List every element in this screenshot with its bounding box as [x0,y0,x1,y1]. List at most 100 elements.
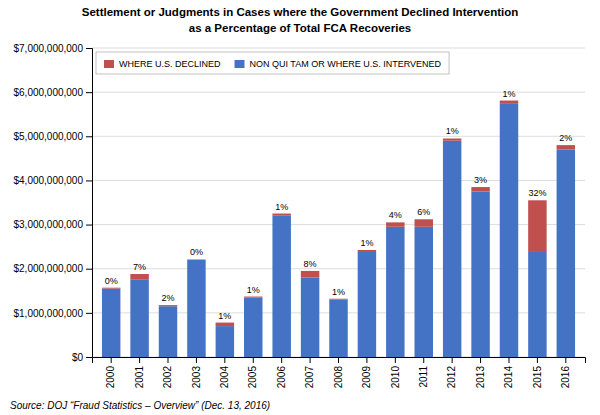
bar [272,214,290,216]
bar [216,326,234,357]
annotation: 1% [247,285,260,295]
bar [216,323,234,327]
bar [159,305,177,306]
bar [187,259,205,260]
tick-mark [139,357,140,363]
y-axis: $0$1,000,000,000$2,000,000,000$3,000,000… [13,43,92,363]
annotation: 6% [417,207,430,217]
tick-label: 2016 [560,366,571,389]
tick-label: $4,000,000,000 [13,175,83,186]
tick-label: $1,000,000,000 [13,308,83,319]
tick-mark [86,269,92,270]
bar [386,227,404,357]
tick: 2000 [105,357,116,388]
tick-mark [86,225,92,226]
tick-label: 2004 [219,366,230,389]
tick-label: 2013 [475,366,486,389]
bar [528,200,546,251]
tick: 2012 [446,357,457,388]
tick-mark [86,92,92,93]
tick-mark [452,357,453,363]
tick-label: 2009 [361,366,372,389]
bar [130,280,148,357]
bar [329,300,347,357]
annotation: 8% [304,259,317,269]
tick-mark [253,357,254,363]
tick-label: 2010 [390,366,401,389]
legend-label: WHERE U.S. DECLINED [119,59,221,69]
tick-label: $5,000,000,000 [13,131,83,142]
annotation: 2% [559,133,572,143]
bar [130,274,148,280]
tick: 2006 [276,357,287,388]
tick: 2002 [162,357,173,388]
bar [358,250,376,251]
legend-swatch [104,60,114,68]
tick-mark [86,357,92,358]
tick-mark [338,357,339,363]
tick-mark [168,357,169,363]
bar [102,287,120,289]
axis-line [86,49,93,358]
tick-mark [310,357,311,363]
tick-mark [86,48,92,49]
legend-box [96,52,449,74]
tick-label: $2,000,000,000 [13,263,83,274]
subtitle: as a Percentage of Total FCA Recoveries [189,22,411,34]
tick: 2011 [418,357,429,388]
tick-mark [86,313,92,314]
bar [500,103,518,357]
bar [244,297,262,357]
tick-mark [366,357,367,363]
bar [187,260,205,357]
bar [329,298,347,300]
bar [102,289,120,357]
bar [415,219,433,227]
annotation: 4% [389,210,402,220]
annotation: 3% [474,175,487,185]
annotation: 32% [528,188,546,198]
legend-swatch [235,60,245,68]
annotation: 1% [360,238,373,248]
tick-label: 2003 [191,366,202,389]
tick: $4,000,000,000 [13,175,92,186]
grid-line [92,48,585,49]
grid [92,48,585,357]
tick: 2014 [503,357,514,388]
tick-label: 2007 [304,366,315,389]
tick: $5,000,000,000 [13,131,92,142]
annotation: 2% [162,293,175,303]
bar [528,251,546,357]
bars [102,101,575,357]
chart: Settlement or Judgments in Cases where t… [0,0,600,415]
tick: 2015 [532,357,543,388]
tick-mark [395,357,396,363]
tick-label: $0 [72,352,84,363]
tick-label: 2015 [532,366,543,389]
tick: 2013 [475,357,486,388]
tick: 2001 [134,357,145,388]
plot: 0%7%2%0%1%1%1%8%1%1%4%6%1%3%1%32%2%$0$1,… [13,43,585,389]
tick: $6,000,000,000 [13,87,92,98]
tick-label: 2008 [333,366,344,389]
annotation: 7% [133,262,146,272]
tick-label: 2006 [276,366,287,389]
tick: $2,000,000,000 [13,263,92,274]
tick-label: 2002 [162,366,173,389]
tick-label: 2014 [503,366,514,389]
tick-label: 2001 [134,366,145,389]
tick-mark [537,357,538,363]
tick-label: 2000 [105,366,116,389]
source-note: Source: DOJ “Fraud Statistics – Overview… [10,400,270,411]
series [102,101,575,327]
series [102,103,575,357]
tick-mark [224,357,225,363]
x-axis: 2000200120022003200420052006200720082009… [93,357,586,388]
annotation: 0% [190,247,203,257]
bar [443,141,461,357]
tick: 2003 [191,357,202,388]
tick-mark [196,357,197,363]
annotations: 0%7%2%0%1%1%1%8%1%1%4%6%1%3%1%32%2% [105,89,573,321]
tick-mark [480,357,481,363]
bar [272,216,290,357]
